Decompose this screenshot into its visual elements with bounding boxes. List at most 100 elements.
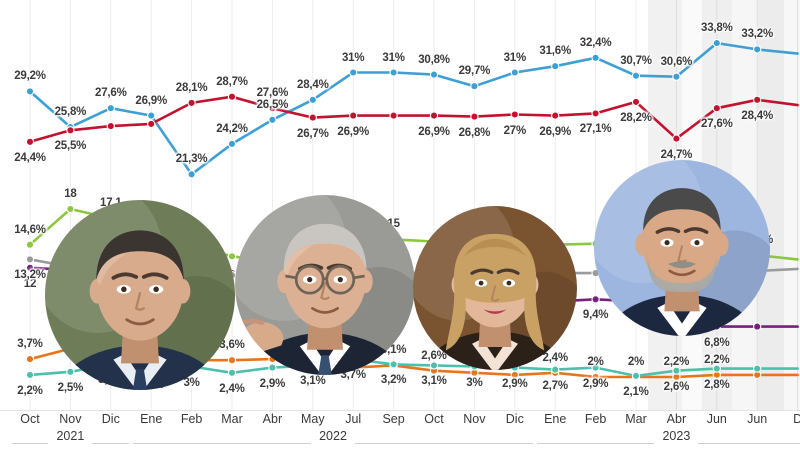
series-point — [753, 95, 762, 104]
series-point — [308, 113, 317, 122]
series-point — [712, 104, 721, 113]
series-point — [25, 137, 35, 146]
axis-month-11: Nov — [463, 412, 486, 426]
series-point — [631, 371, 641, 381]
portrait-yolanda-diaz — [413, 206, 577, 370]
value-label: 2,2% — [704, 353, 730, 366]
value-label: 2,4% — [542, 351, 568, 364]
value-label: 12 — [23, 277, 37, 290]
series-point — [66, 204, 75, 214]
axis-month-8: Jul — [345, 412, 362, 426]
series-point — [349, 68, 358, 77]
series-point — [147, 111, 156, 120]
axis-month-2: Dic — [101, 412, 120, 426]
series-point — [591, 295, 600, 304]
series-point — [429, 111, 439, 120]
value-label: 28,4% — [741, 109, 773, 122]
series-point — [147, 119, 156, 129]
series-point — [106, 121, 115, 131]
axis-month-5: Mar — [221, 412, 243, 426]
axis-month-17: Jun — [706, 412, 727, 426]
value-label: 28,4% — [296, 78, 329, 91]
value-label: 31% — [503, 51, 527, 64]
series-point — [389, 360, 398, 369]
value-label: 30,8% — [418, 53, 450, 66]
series-point — [712, 38, 721, 48]
portrait-santiago-abascal — [594, 160, 770, 336]
value-label: 2,4% — [219, 382, 245, 395]
value-label: 26,9% — [337, 125, 369, 138]
value-label: 26,9% — [135, 94, 167, 107]
value-label: 3% — [183, 376, 200, 389]
value-label: 9,4% — [582, 309, 609, 322]
axis-month-4: Feb — [180, 412, 203, 426]
value-label: 29,7% — [458, 65, 491, 78]
series-point — [672, 134, 681, 143]
value-label: 2,6% — [663, 380, 690, 393]
value-label: 24,2% — [216, 122, 248, 135]
portrait-alberto-nunez-feijoo — [235, 195, 415, 375]
axis-month-14: Feb — [584, 412, 607, 426]
series-point — [25, 263, 35, 272]
series-point — [551, 365, 560, 374]
value-label: 31,6% — [539, 45, 571, 58]
series-point — [510, 110, 519, 119]
series-point — [227, 252, 237, 261]
value-label: 2,9% — [259, 377, 286, 390]
series-point — [470, 82, 479, 91]
series-point — [712, 364, 721, 373]
value-label: 14,6% — [14, 223, 46, 236]
series-point — [25, 370, 35, 380]
axis-month-18: Jun — [747, 412, 768, 426]
value-label: 3,1% — [300, 375, 326, 388]
value-label: 18 — [64, 188, 77, 200]
value-label: 2,2% — [17, 384, 43, 397]
axis-month-15: Mar — [625, 412, 647, 426]
value-label: 33,2% — [741, 28, 773, 41]
series-line-psoe — [28, 95, 799, 144]
series-point — [551, 111, 560, 120]
value-label: 3% — [466, 376, 483, 389]
value-label: 30,7% — [620, 54, 652, 67]
value-label: 3,1% — [421, 375, 447, 388]
value-label: 21,3% — [175, 153, 208, 166]
series-point — [187, 170, 196, 179]
value-label: 3,2% — [380, 374, 407, 387]
value-label: 27% — [503, 124, 527, 137]
value-label: 2,8% — [704, 378, 730, 391]
value-label: 2,6% — [421, 349, 447, 362]
value-label: 28,2% — [620, 111, 652, 124]
series-point — [106, 104, 115, 113]
axis-month-12: Dic — [505, 412, 524, 426]
value-label: 33,8% — [700, 22, 733, 35]
value-label: 26,9% — [539, 125, 571, 138]
series-point — [25, 354, 35, 364]
value-label: 27,1% — [579, 123, 612, 136]
series-point — [753, 45, 762, 54]
value-label: 6,8% — [704, 336, 730, 349]
series-point — [268, 363, 277, 372]
series-point — [308, 95, 317, 104]
series-point — [349, 111, 358, 120]
value-label: 27,6% — [256, 87, 289, 100]
axis-month-7: May — [300, 412, 325, 426]
axis-year-rule-left — [537, 443, 655, 444]
axis-year-rule-left — [133, 443, 311, 444]
series-point — [227, 139, 237, 149]
series-point — [591, 53, 600, 62]
axis-month-16: Abr — [666, 412, 687, 426]
series-point — [591, 109, 600, 118]
series-point — [227, 368, 237, 377]
series-point — [591, 363, 600, 372]
series-point — [227, 92, 237, 101]
axis-month-19: D — [793, 412, 800, 426]
value-label: 28,1% — [175, 81, 208, 94]
series-point — [510, 68, 519, 77]
value-label: 28,7% — [216, 75, 248, 88]
series-point — [591, 372, 600, 382]
value-label: 2,7% — [542, 379, 568, 392]
value-label: 26,7% — [296, 127, 329, 140]
series-point — [753, 322, 762, 331]
axis-year-rule-left — [12, 443, 49, 444]
